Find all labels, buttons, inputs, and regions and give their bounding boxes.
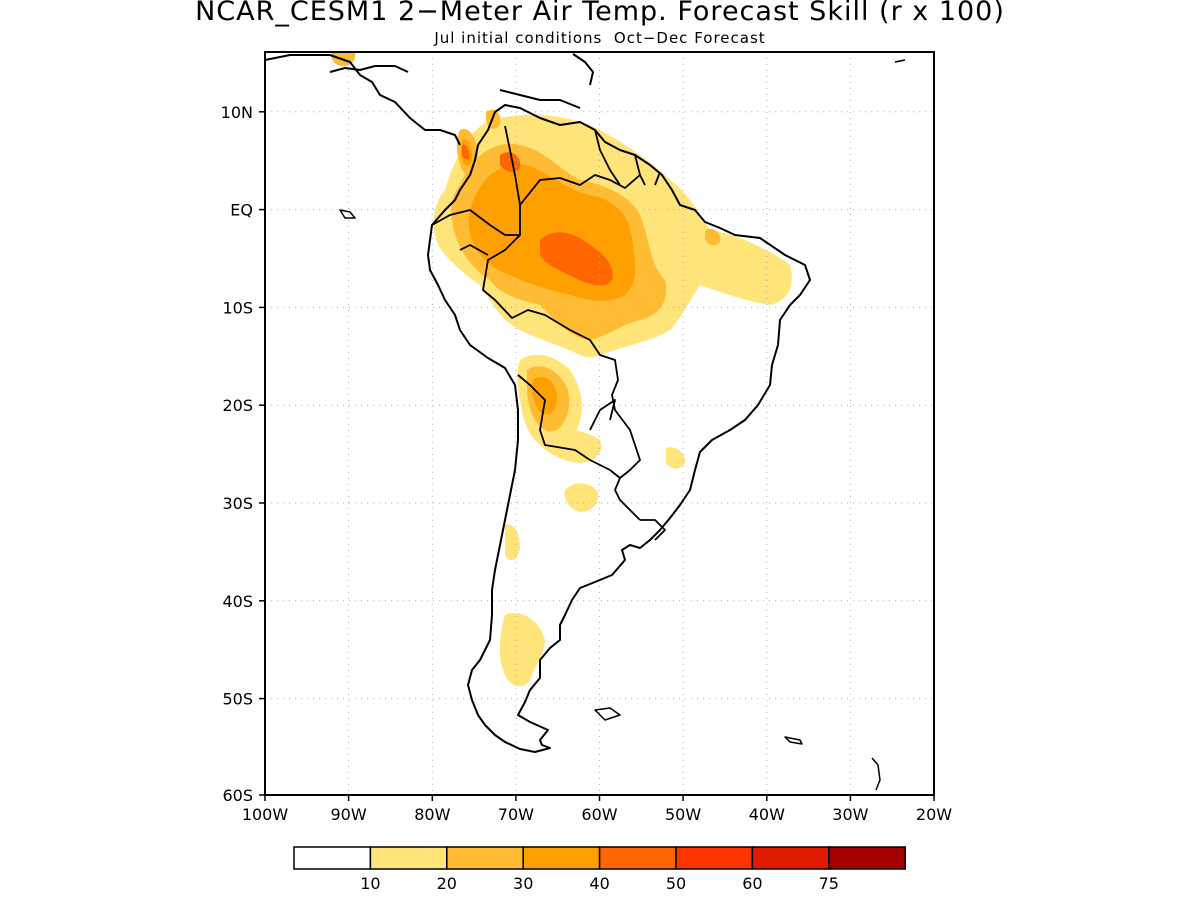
lat-tick-label: EQ — [230, 201, 253, 220]
colorbar-swatch — [598, 846, 677, 870]
colorbar-label: 50 — [666, 874, 686, 893]
lon-tick-label: 90W — [331, 805, 367, 824]
colorbar: 10 20 30 40 50 60 75 — [293, 846, 906, 893]
lon-tick-label: 50W — [665, 805, 701, 824]
coastlines — [265, 53, 906, 791]
colorbar-swatch — [828, 846, 906, 870]
lat-axis: 10N EQ 10S 20S 30S 40S 50S 60S — [221, 103, 253, 805]
colorbar-swatch — [369, 846, 448, 870]
colorbar-label: 30 — [513, 874, 533, 893]
lat-tick-label: 50S — [222, 690, 253, 709]
lat-tick-label: 10S — [222, 298, 253, 317]
colorbar-swatch — [446, 846, 524, 870]
colorbar-swatch — [675, 846, 754, 870]
lon-tick-label: 70W — [498, 805, 534, 824]
lat-tick-label: 30S — [222, 494, 253, 513]
lat-tick-label: 10N — [221, 103, 253, 122]
lon-tick-label: 80W — [414, 805, 450, 824]
colorbar-label: 60 — [742, 874, 762, 893]
lat-tick-label: 20S — [222, 396, 253, 415]
lat-tick-label: 60S — [222, 786, 253, 805]
lon-tick-label: 40W — [749, 805, 785, 824]
lon-axis: 100W 90W 80W 70W 60W 50W 40W 30W 20W — [242, 805, 952, 824]
colorbar-label: 40 — [589, 874, 609, 893]
lon-tick-label: 60W — [581, 805, 617, 824]
colorbar-label: 20 — [437, 874, 457, 893]
lon-tick-label: 20W — [916, 805, 952, 824]
lon-tick-label: 30W — [832, 805, 868, 824]
map-title: NCAR_CESM1 2−Meter Air Temp. Forecast Sk… — [195, 0, 1005, 27]
lat-tick-label: 40S — [222, 592, 253, 611]
colorbar-swatch — [751, 846, 830, 870]
colorbar-label: 75 — [819, 874, 839, 893]
colorbar-swatch — [522, 846, 601, 870]
map-subtitle: Jul initial conditions Oct−Dec Forecast — [434, 29, 766, 47]
colorbar-label: 10 — [360, 874, 380, 893]
skill-shading — [331, 52, 792, 687]
colorbar-swatch — [293, 846, 372, 870]
lon-tick-label: 100W — [242, 805, 289, 824]
